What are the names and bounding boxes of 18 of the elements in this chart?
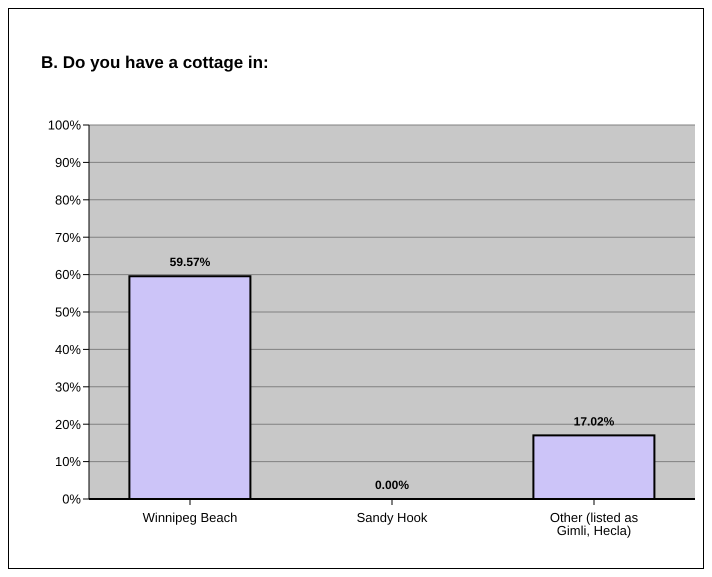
chart-title: B. Do you have a cottage in:: [41, 53, 269, 73]
y-tick-label: 60%: [54, 267, 82, 282]
y-tick-label: 10%: [54, 454, 82, 470]
y-tick-label: 40%: [54, 342, 82, 358]
y-tick-label: 30%: [54, 379, 82, 394]
y-tick-label: 70%: [54, 230, 82, 245]
y-tick-label: 90%: [54, 155, 82, 170]
x-tick-label: Winnipeg Beach: [142, 510, 238, 526]
x-tick-label: Other (listed as Gimli, Hecla): [550, 510, 639, 538]
y-tick-label: 0%: [62, 492, 82, 507]
x-tick-label: Sandy Hook: [356, 510, 428, 526]
y-tick-label: 100%: [48, 118, 82, 133]
y-tick-label: 50%: [54, 304, 82, 320]
data-label: 17.02%: [574, 414, 615, 428]
y-tick-label: 20%: [54, 416, 82, 432]
y-tick-label: 80%: [54, 192, 82, 208]
data-label: 0.00%: [374, 478, 410, 492]
data-label: 59.57%: [170, 255, 211, 270]
